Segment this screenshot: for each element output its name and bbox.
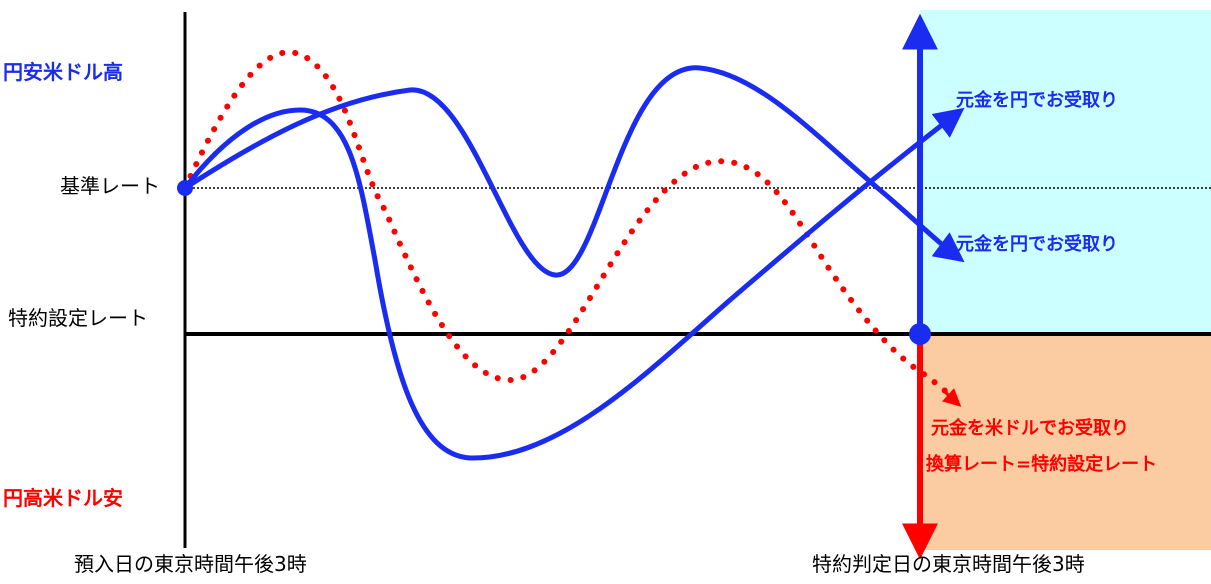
scenario-dotted-red — [182, 49, 958, 403]
base-rate-label: 基準レート — [60, 174, 160, 198]
yen-payout-zone — [920, 10, 1211, 334]
usd-payout-zone — [920, 334, 1211, 550]
x-end-label: 特約判定日の東京時間午後3時 — [812, 552, 1085, 576]
outcome-usd-rate-label: 換算レート=特約設定レート — [926, 454, 1158, 475]
scenario-blue-yen-upper — [182, 107, 965, 461]
outcome-yen-middle-label: 元金を円でお受取り — [956, 234, 1118, 255]
scenario-blue-yen-middle — [182, 65, 965, 278]
strike-rate-label: 特約設定レート — [8, 306, 148, 330]
strike-point — [909, 323, 931, 345]
red-arrowhead — [941, 388, 962, 407]
outcome-usd-label: 元金を米ドルでお受取り — [931, 418, 1129, 439]
y-top-label: 円安米ドル高 — [3, 60, 123, 84]
y-bottom-label: 円高米ドル安 — [3, 486, 123, 510]
outcome-yen-upper-label: 元金を円でお受取り — [956, 90, 1118, 111]
start-point — [177, 180, 193, 196]
x-start-label: 預入日の東京時間午後3時 — [74, 552, 307, 576]
